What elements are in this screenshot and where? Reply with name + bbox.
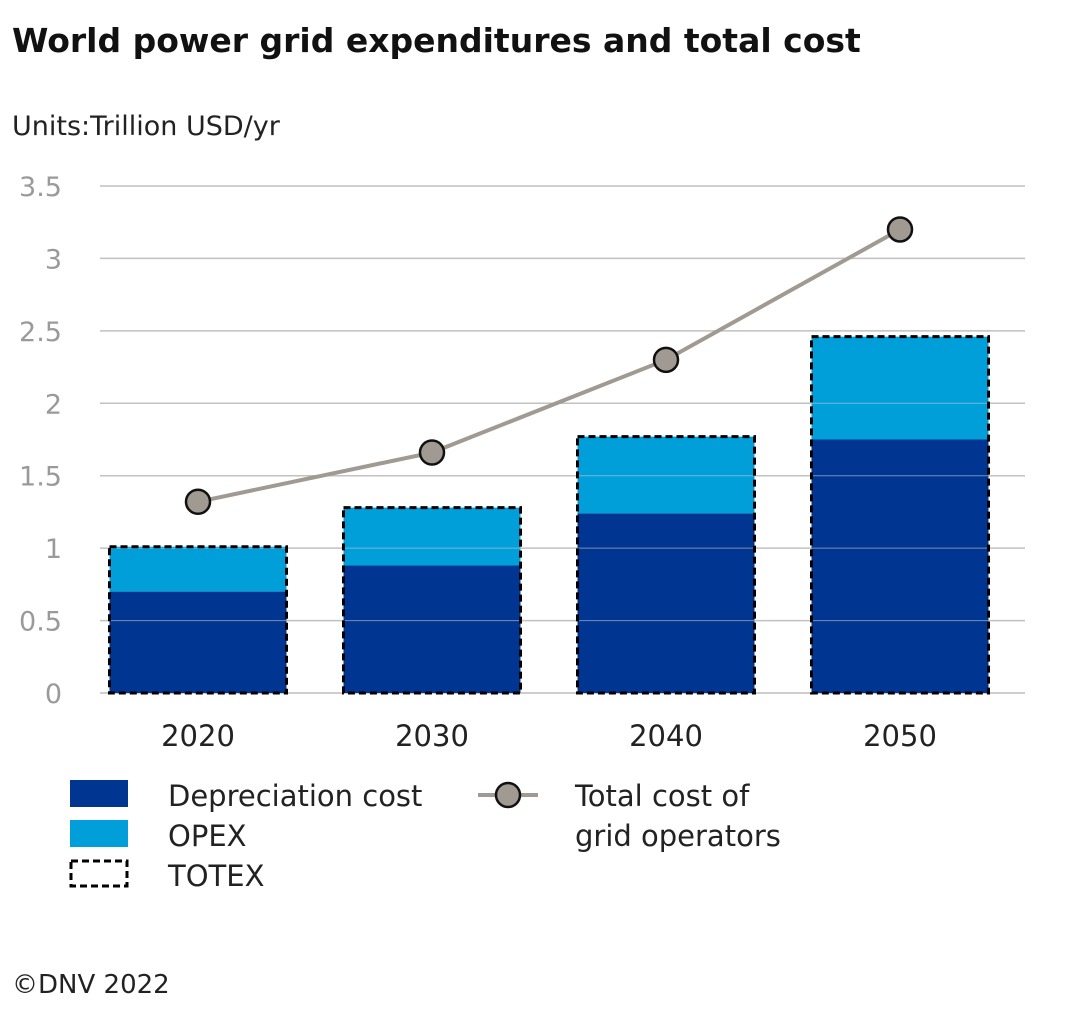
units-label: Units:Trillion USD/yr xyxy=(12,111,281,142)
bar-totex-outline xyxy=(810,335,990,695)
legend-label-depreciation: Depreciation cost xyxy=(168,779,422,813)
y-tick-label: 0 xyxy=(45,679,62,710)
bar-totex-outline xyxy=(108,545,288,695)
chart-title: World power grid expenditures and total … xyxy=(12,21,861,60)
y-tick-label: 3.5 xyxy=(19,172,62,203)
bar-depreciation xyxy=(577,513,755,693)
legend-swatch-opex xyxy=(70,820,128,847)
y-tick-label: 1.5 xyxy=(19,462,62,493)
bar-opex xyxy=(811,336,989,440)
y-tick-label: 1 xyxy=(45,534,62,565)
x-tick-label: 2020 xyxy=(161,719,235,753)
legend-label-opex: OPEX xyxy=(168,819,247,853)
bar-depreciation xyxy=(811,439,989,693)
bar-totex-outline xyxy=(342,506,522,695)
y-tick-label: 0.5 xyxy=(19,607,62,638)
bar-depreciation xyxy=(109,591,287,693)
copyright: ©DNV 2022 xyxy=(12,970,170,1000)
legend: Depreciation cost OPEX TOTEX Total cost … xyxy=(69,779,781,893)
bar-totex-outline xyxy=(576,435,756,695)
x-tick-label: 2030 xyxy=(395,719,469,753)
bar-opex xyxy=(577,436,755,514)
bar-opex xyxy=(343,507,521,566)
point-total-cost xyxy=(418,439,446,466)
line-total-cost xyxy=(197,227,901,504)
legend-marker-total-cost xyxy=(494,781,522,809)
legend-label-total-cost-1: Total cost of xyxy=(574,779,750,813)
x-tick-label: 2050 xyxy=(863,719,937,753)
y-tick-label: 3 xyxy=(45,244,62,275)
legend-swatch-depreciation xyxy=(70,780,128,807)
y-tick-label: 2.5 xyxy=(19,317,62,348)
legend-label-totex: TOTEX xyxy=(167,859,264,893)
legend-swatch-totex xyxy=(69,859,129,888)
point-total-cost xyxy=(652,346,680,374)
x-tick-label: 2040 xyxy=(629,719,703,753)
bar-depreciation xyxy=(343,565,521,693)
point-total-cost xyxy=(184,488,212,516)
bar-opex xyxy=(109,546,287,592)
y-tick-label: 2 xyxy=(45,389,62,420)
legend-label-total-cost-2: grid operators xyxy=(575,819,781,853)
point-total-cost xyxy=(886,216,914,243)
